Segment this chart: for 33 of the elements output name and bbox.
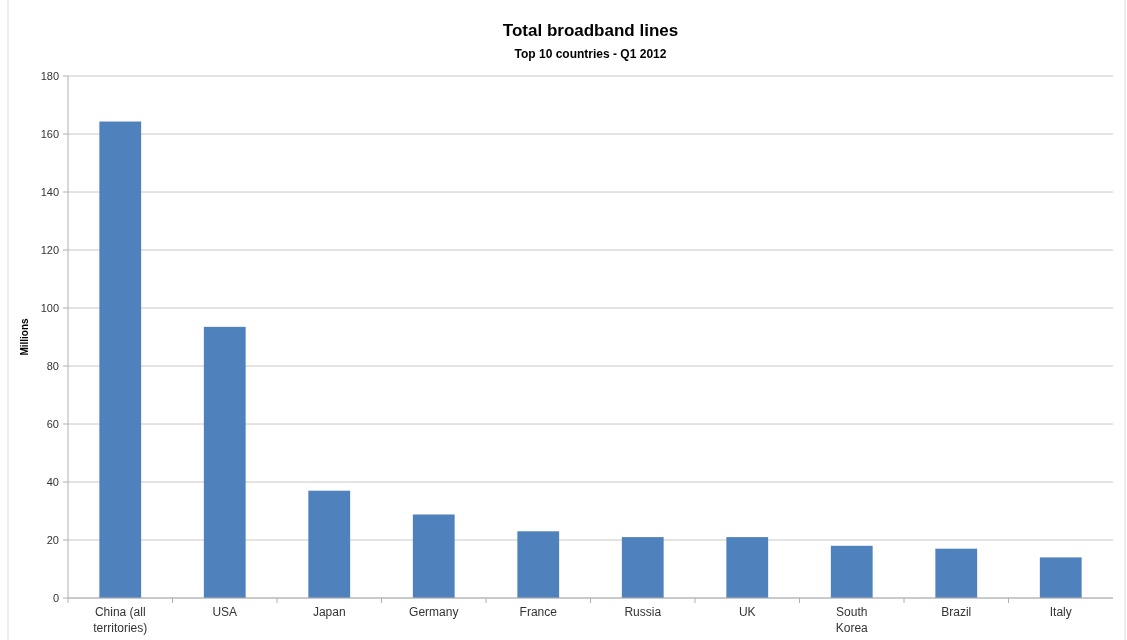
y-tick-label: 20 [46, 533, 59, 546]
bar [99, 121, 142, 598]
chart-title: Total broadband lines [502, 21, 679, 40]
y-tick-label: 100 [40, 301, 59, 314]
bar [517, 531, 560, 598]
x-tick-label: China (all territories) [93, 605, 148, 635]
x-tick-label: France [519, 605, 558, 619]
y-tick-label: 80 [46, 359, 59, 372]
x-tick-label: Italy [1049, 605, 1072, 619]
bar [726, 537, 769, 598]
bar [935, 548, 978, 598]
x-tick-label: UK [738, 605, 756, 619]
y-tick-label: 120 [40, 243, 59, 256]
bar [308, 490, 351, 598]
y-tick-label: 40 [46, 475, 59, 488]
y-tick-label: 180 [40, 69, 59, 82]
x-tick-label: Brazil [941, 605, 972, 619]
bar [203, 326, 246, 598]
x-tick-label: USA [212, 605, 238, 619]
bar [830, 545, 873, 598]
x-tick-label: Russia [624, 605, 662, 619]
x-tick-label: South Korea [835, 605, 869, 635]
y-tick-label: 60 [46, 417, 59, 430]
y-tick-label: 160 [40, 127, 59, 140]
y-tick-label: 0 [52, 591, 59, 604]
x-tick-label: Germany [409, 605, 459, 619]
x-tick-label: Japan [312, 605, 346, 619]
y-axis-title: Millions [19, 317, 30, 356]
y-tick-label: 140 [40, 185, 59, 198]
bar [621, 537, 664, 598]
bar [1039, 557, 1082, 598]
bar [412, 514, 455, 598]
chart-subtitle: Top 10 countries - Q1 2012 [514, 47, 667, 61]
